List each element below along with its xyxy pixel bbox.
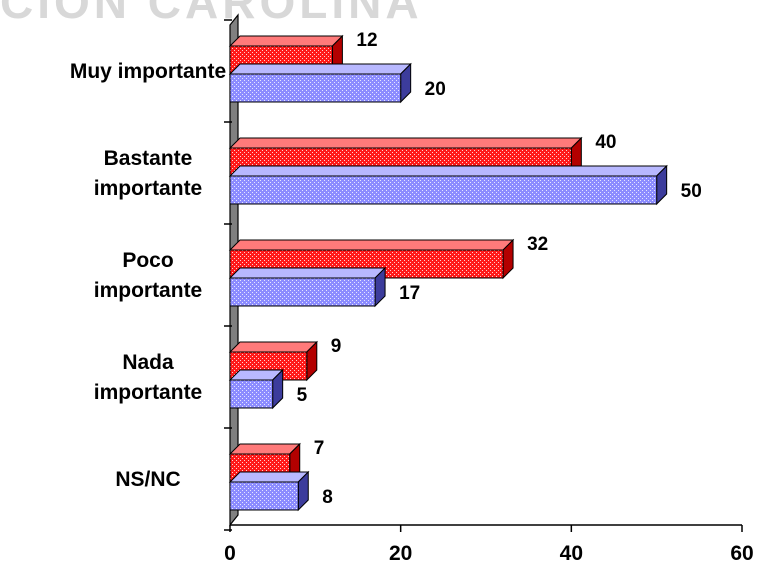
x-tick-labels: 0 20 40 60 xyxy=(224,542,754,565)
data-labels: 12 20 40 50 32 17 9 5 7 8 xyxy=(297,30,702,508)
data-label: 40 xyxy=(595,132,616,153)
category-label: NS/NC xyxy=(115,468,180,491)
bar xyxy=(229,379,274,409)
data-label: 7 xyxy=(314,438,325,459)
bar xyxy=(229,175,658,205)
x-axis-ticks xyxy=(229,525,743,532)
bars xyxy=(228,34,668,512)
bar-top-face xyxy=(228,267,387,279)
data-label: 50 xyxy=(681,181,702,202)
x-tick-label: 40 xyxy=(560,542,583,565)
bar xyxy=(229,481,299,511)
data-label: 12 xyxy=(356,30,377,51)
bar-top-face xyxy=(228,165,668,177)
data-label: 9 xyxy=(331,336,342,357)
data-label: 32 xyxy=(527,234,548,255)
bar-top-face xyxy=(228,471,310,483)
category-labels: Muy importante Bastante importante Poco impo… xyxy=(70,60,226,491)
bar-top-face xyxy=(228,35,344,47)
data-label: 20 xyxy=(425,79,446,100)
category-label: Poco importante xyxy=(94,249,203,302)
x-tick-label: 0 xyxy=(224,542,236,565)
bar-top-face xyxy=(228,341,319,353)
bar-top-face xyxy=(228,63,412,75)
header-text: CION CAROLINA xyxy=(0,0,423,28)
bar-top-face xyxy=(228,239,515,251)
bar-top-face xyxy=(228,443,301,455)
x-tick-label: 60 xyxy=(730,542,753,565)
bar xyxy=(229,73,402,103)
y-axis-ticks xyxy=(224,19,232,531)
bar xyxy=(229,277,376,307)
data-label: 8 xyxy=(322,487,333,508)
data-label: 5 xyxy=(297,385,308,406)
bar-top-face xyxy=(228,137,583,149)
category-label: Nada importante xyxy=(94,351,203,404)
category-label: Bastante importante xyxy=(94,147,203,200)
x-tick-label: 20 xyxy=(389,542,412,565)
data-label: 17 xyxy=(399,283,420,304)
category-label: Muy importante xyxy=(70,60,226,83)
